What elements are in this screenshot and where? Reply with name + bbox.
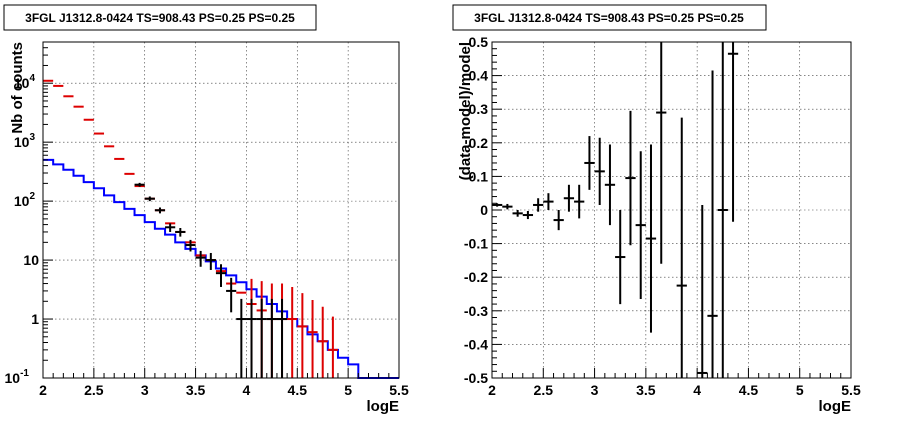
right-x-tick-label: 3: [591, 382, 599, 398]
residual-point: [584, 136, 595, 190]
right-x-axis-label: logE: [819, 398, 852, 415]
left-y-tick-exponent: 3: [29, 132, 35, 143]
residual-point: [625, 110, 636, 246]
residual-point: [492, 203, 503, 207]
residual-point: [676, 117, 687, 378]
left-panel: 3FGL J1312.8-0424 TS=908.43 PS=0.25 PS=0…: [3, 4, 409, 415]
residual-point: [574, 184, 585, 219]
left-y-tick-label: 103: [14, 132, 36, 150]
left-x-tick-label: 5: [344, 382, 352, 398]
left-series: [43, 79, 399, 379]
left-y-tick-label: 10-1: [5, 368, 30, 386]
right-grid: [492, 42, 851, 378]
left-x-tick-label: 3: [141, 382, 149, 398]
residual-point: [697, 204, 708, 378]
black-data-point: [154, 207, 166, 214]
left-title: 3FGL J1312.8-0424 TS=908.43 PS=0.25 PS=0…: [25, 11, 295, 25]
right-y-tick-label: -0.5: [464, 370, 488, 386]
right-y-tick-label: 0.2: [469, 135, 489, 151]
residual-point: [502, 203, 513, 210]
black-data-point: [195, 250, 206, 267]
right-x-tick-label: 4: [693, 382, 701, 398]
black-data-point: [205, 252, 216, 270]
right-x-tick-label: 2: [488, 382, 496, 398]
right-panel: 3FGL J1312.8-0424 TS=908.43 PS=0.25 PS=0…: [452, 4, 861, 415]
right-series: [492, 42, 739, 378]
residual-point: [522, 211, 534, 220]
black-data-point: [165, 223, 176, 232]
right-y-tick-label: 0.1: [469, 168, 489, 184]
black-data-point: [236, 298, 247, 378]
right-y-tick-label: 0.5: [469, 34, 489, 50]
residual-point: [553, 210, 564, 231]
residual-point: [512, 210, 523, 217]
red-data-point: [297, 293, 308, 378]
right-y-tick-label: -0.2: [464, 269, 488, 285]
residual-point: [656, 42, 667, 264]
right-y-tick-label: -0.3: [464, 303, 488, 319]
residual-point: [707, 70, 718, 378]
left-x-tick-label: 5.5: [389, 382, 409, 398]
left-x-tick-label: 3.5: [186, 382, 206, 398]
right-x-tick-label: 5: [796, 382, 804, 398]
left-grid: [43, 42, 399, 378]
left-y-tick-label: 102: [14, 191, 36, 209]
residual-point: [717, 42, 728, 378]
black-data-point: [144, 196, 155, 202]
left-x-tick-label: 2.5: [84, 382, 104, 398]
left-x-axis-label: logE: [367, 398, 400, 415]
left-plot-frame: [42, 41, 400, 379]
right-title: 3FGL J1312.8-0424 TS=908.43 PS=0.25 PS=0…: [474, 11, 744, 25]
right-x-tick-label: 4.5: [739, 382, 759, 398]
right-x-tick-label: 5.5: [841, 382, 861, 398]
black-data-point: [256, 298, 267, 378]
right-title-box: [452, 4, 767, 31]
red-data-point: [317, 306, 328, 378]
residual-point: [727, 42, 739, 222]
left-y-tick-exponent: -1: [20, 368, 29, 379]
black-data-point: [215, 264, 227, 287]
black-data-point: [185, 239, 196, 252]
black-data-point: [226, 277, 237, 313]
left-x-tick-label: 2: [39, 382, 47, 398]
left-y-tick-exponent: 4: [29, 73, 35, 84]
residual-point: [594, 137, 605, 205]
residual-point: [533, 198, 544, 212]
left-y-tick-label: 10: [23, 252, 39, 268]
residual-point: [563, 184, 575, 212]
right-x-tick-label: 2.5: [534, 382, 554, 398]
right-y-tick-label: 0.3: [469, 101, 489, 117]
black-data-point: [246, 298, 257, 378]
black-data-point: [134, 182, 145, 187]
right-ticks: 2 2.5 3 3.5 4 4.5 5 5.5 -0.5 -0.4 -0.3 -0.2 -0.1 0 0.1…: [464, 34, 861, 398]
red-data-point: [287, 286, 298, 378]
left-y-tick-exponent: 2: [29, 191, 35, 202]
residual-point: [604, 144, 616, 226]
left-x-tick-label: 4.5: [288, 382, 308, 398]
residual-point: [543, 193, 554, 210]
right-y-tick-label: 0.4: [469, 68, 489, 84]
red-data-point: [307, 300, 318, 378]
black-data-point: [276, 298, 288, 378]
residual-point: [635, 151, 646, 300]
black-data-point: [175, 228, 186, 237]
left-x-tick-label: 4: [243, 382, 251, 398]
left-y-tick-label: 1: [31, 311, 39, 327]
residual-point: [615, 210, 626, 305]
right-y-tick-label: -0.1: [464, 236, 488, 252]
red-data-point: [327, 316, 338, 378]
right-y-tick-label: -0.4: [464, 336, 488, 352]
left-title-box: [3, 4, 317, 31]
right-x-tick-label: 3.5: [636, 382, 656, 398]
residual-point: [645, 144, 657, 333]
left-y-axis-label: Nb of counts: [9, 42, 26, 134]
right-y-axis-label: (data-model)/model: [457, 42, 474, 180]
black-data-point: [266, 298, 277, 378]
right-y-tick-label: 0: [480, 202, 488, 218]
